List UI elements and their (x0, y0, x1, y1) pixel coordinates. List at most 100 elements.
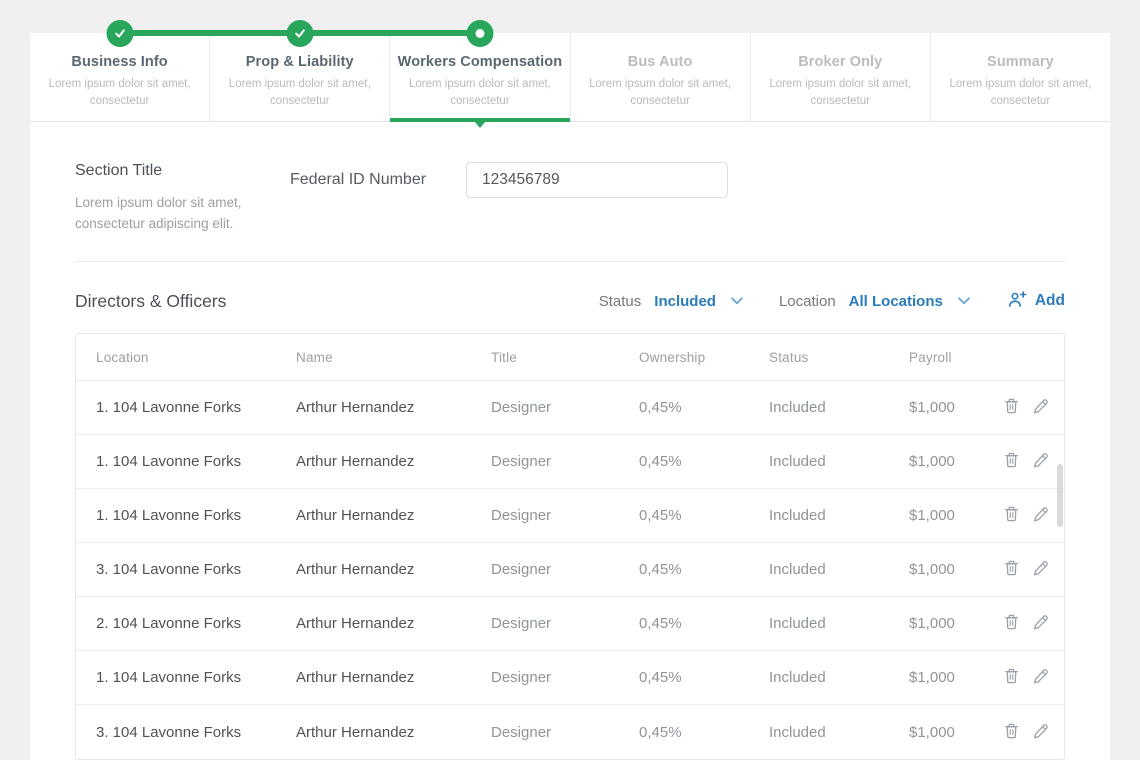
delete-row-button[interactable] (1004, 723, 1019, 742)
cell-ownership: 0,45% (639, 723, 682, 741)
location-filter-dropdown[interactable]: Location All Locations (779, 293, 970, 310)
delete-row-button[interactable] (1004, 398, 1019, 417)
delete-row-button[interactable] (1004, 452, 1019, 471)
cell-status: Included (769, 597, 909, 651)
cell-title: Designer (491, 723, 552, 741)
table-scrollbar-thumb[interactable] (1057, 464, 1063, 527)
cell-title: Designer (491, 381, 639, 435)
step-business-info[interactable]: Business Info Lorem ipsum dolor sit amet… (30, 20, 211, 122)
cell-name: Arthur Hernandez (296, 489, 491, 543)
cell-name: Arthur Hernandez (296, 543, 491, 597)
cell-payroll: $1,000 (909, 651, 1004, 705)
step-workers-compensation[interactable]: Workers Compensation Lorem ipsum dolor s… (390, 20, 571, 129)
add-director-button[interactable]: Add (1008, 291, 1065, 311)
section-divider (75, 261, 1065, 262)
chevron-down-icon (957, 297, 970, 305)
chevron-down-icon (731, 297, 743, 305)
step-prop-liability[interactable]: Prop & Liability Lorem ipsum dolor sit a… (210, 20, 391, 122)
active-step-caret (474, 122, 485, 129)
table-row: 3. 104 Lavonne Forks Arthur Hernandez Desi… (76, 705, 1064, 759)
cell-payroll: $1,000 (909, 723, 955, 741)
cell-status: Included (769, 723, 826, 741)
pencil-icon (1033, 506, 1049, 525)
step-broker-only[interactable]: Broker Only Lorem ipsum dolor sit amet, … (751, 33, 931, 122)
cell-location: 1. 104 Lavonne Forks (76, 381, 296, 435)
location-filter-label: Location (778, 292, 836, 310)
cell-ownership: 0,45% (639, 543, 769, 597)
edit-row-button[interactable] (1033, 668, 1049, 687)
delete-row-button[interactable] (1004, 560, 1019, 579)
table-filters: Status Included Location All Locations (599, 291, 1065, 311)
cell-name: Arthur Hernandez (296, 435, 491, 489)
step-bus-auto[interactable]: Bus Auto Lorem ipsum dolor sit amet, con… (571, 33, 751, 122)
pencil-icon (1033, 668, 1049, 687)
location-filter-value: All Locations (848, 292, 943, 310)
delete-row-button[interactable] (1004, 614, 1019, 633)
status-filter-dropdown[interactable]: Status Included (599, 293, 743, 310)
cell-ownership: 0,45% (639, 435, 769, 489)
delete-row-button[interactable] (1004, 506, 1019, 525)
federal-id-label: Federal ID Number (290, 171, 427, 189)
edit-row-button[interactable] (1033, 506, 1049, 525)
current-step-dot-icon (466, 20, 494, 47)
table-row: 1. 104 Lavonne Forks Arthur Hernandez Desi… (76, 651, 1064, 705)
trash-icon (1004, 398, 1019, 417)
step-summary[interactable]: Summary Lorem ipsum dolor sit amet, cons… (931, 33, 1110, 121)
directors-table: Location Name Title Ownership Status Pay… (75, 333, 1065, 760)
column-header-payroll: Payroll (909, 334, 1004, 381)
directors-officers-title: Directors & Officers (75, 290, 227, 311)
cell-ownership: 0,45% (639, 381, 769, 435)
pencil-icon (1033, 614, 1049, 633)
cell-actions (1004, 435, 1064, 489)
edit-row-button[interactable] (1033, 723, 1049, 742)
step-subtitle: Lorem ipsum dolor sit amet, consectetur (408, 78, 551, 108)
cell-actions (1004, 651, 1064, 705)
column-header-name: Name (296, 334, 491, 381)
column-header-status: Status (769, 334, 909, 381)
trash-icon (1004, 506, 1019, 525)
main-content: Section Title Lorem ipsum dolor sit amet… (30, 122, 1110, 760)
cell-location: 1. 104 Lavonne Forks (76, 651, 296, 705)
pencil-icon (1033, 723, 1049, 742)
delete-row-button[interactable] (1004, 668, 1019, 687)
cell-ownership: 0,45% (639, 489, 769, 543)
cell-status: Included (769, 651, 909, 705)
federal-id-input[interactable] (466, 162, 728, 199)
cell-title: Designer (491, 543, 639, 597)
cell-name: Arthur Hernandez (296, 597, 491, 651)
cell-title: Designer (491, 651, 639, 705)
trash-icon (1004, 560, 1019, 579)
step-title: Bus Auto (627, 54, 693, 70)
check-icon (106, 20, 134, 47)
column-header-location: Location (76, 334, 296, 381)
table-row: 1. 104 Lavonne Forks Arthur Hernandez Desi… (76, 381, 1064, 435)
cell-payroll: $1,000 (909, 381, 1004, 435)
column-header-ownership: Ownership (639, 334, 769, 381)
step-subtitle: Lorem ipsum dolor sit amet, consectetur (48, 78, 191, 108)
cell-title: Designer (491, 435, 639, 489)
trash-icon (1004, 668, 1019, 687)
cell-payroll: $1,000 (909, 543, 1004, 597)
trash-icon (1004, 452, 1019, 471)
cell-status: Included (769, 381, 909, 435)
edit-row-button[interactable] (1033, 614, 1049, 633)
trash-icon (1004, 723, 1019, 742)
column-header-actions (1004, 334, 1064, 381)
table-row: 3. 104 Lavonne Forks Arthur Hernandez Desi… (76, 543, 1064, 597)
cell-name: Arthur Hernandez (296, 381, 491, 435)
cell-payroll: $1,000 (909, 435, 1004, 489)
cell-title: Designer (491, 489, 639, 543)
step-title: Business Info (71, 54, 168, 70)
edit-row-button[interactable] (1033, 398, 1049, 417)
step-subtitle: Lorem ipsum dolor sit amet, consectetur (589, 78, 732, 108)
step-subtitle: Lorem ipsum dolor sit amet, consectetur (769, 78, 912, 108)
cell-location: 1. 104 Lavonne Forks (76, 435, 296, 489)
cell-actions (1004, 597, 1064, 651)
column-header-title: Title (491, 334, 639, 381)
section-title: Section Title (75, 162, 163, 180)
cell-ownership: 0,45% (639, 597, 769, 651)
edit-row-button[interactable] (1033, 560, 1049, 579)
edit-row-button[interactable] (1033, 452, 1049, 471)
person-plus-icon (1008, 291, 1027, 311)
